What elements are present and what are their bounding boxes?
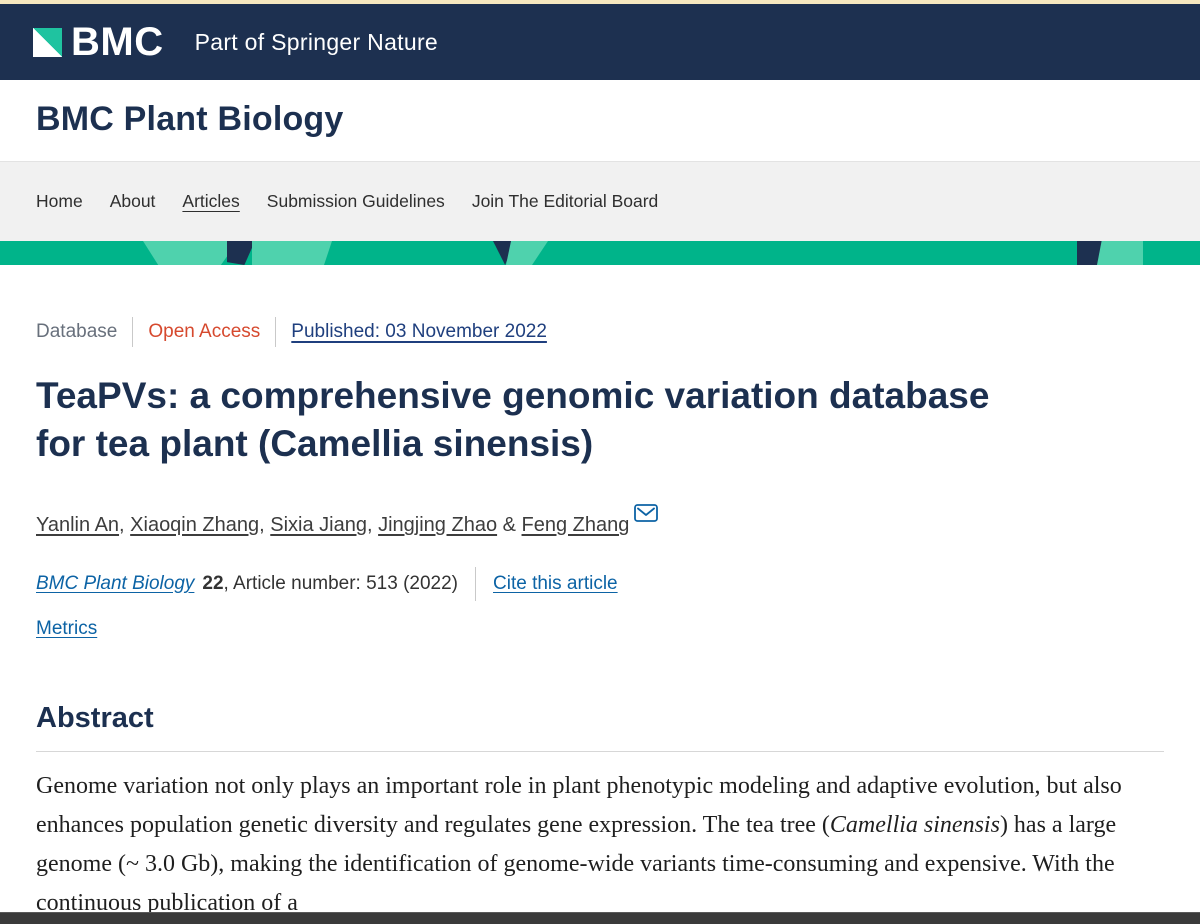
- nav-item-home[interactable]: Home: [36, 191, 83, 211]
- springer-nature-tagline: Part of Springer Nature: [194, 28, 438, 55]
- banner-triangle-decoration: [252, 241, 332, 265]
- author-list: Yanlin An, Xiaoqin Zhang, Sixia Jiang, J…: [36, 504, 1164, 537]
- article-type-label: Database: [36, 321, 118, 342]
- breadcrumb-divider: [275, 317, 277, 347]
- author-separator: ,: [259, 514, 271, 536]
- article-number-text: , Article number: 513 (2022): [223, 573, 459, 594]
- author-link[interactable]: Xiaoqin Zhang: [130, 514, 260, 536]
- author-link[interactable]: Feng Zhang: [521, 514, 630, 536]
- journal-title-band: BMC Plant Biology: [0, 80, 1200, 161]
- metrics-row: Metrics: [36, 618, 1164, 640]
- abstract-heading: Abstract: [36, 702, 154, 734]
- nav-item-submission-guidelines[interactable]: Submission Guidelines: [266, 191, 445, 211]
- bmc-logo-icon: [33, 27, 62, 57]
- abstract-text-segment: Genome variation not only plays an impor…: [36, 773, 1122, 838]
- article-page-content: Database Open Access Published: 03 Novem…: [0, 317, 1200, 923]
- published-date-link[interactable]: Published: 03 November 2022: [291, 321, 547, 342]
- author-ampersand: &: [497, 514, 522, 536]
- teal-decorative-banner: [0, 241, 1200, 265]
- abstract-species-italic: Camellia sinensis: [829, 812, 1000, 838]
- author-separator: ,: [119, 514, 131, 536]
- abstract-divider: [36, 751, 1164, 752]
- nav-item-join-editorial-board[interactable]: Join The Editorial Board: [471, 191, 659, 211]
- banner-triangle-decoration: [143, 241, 238, 265]
- nav-item-about[interactable]: About: [109, 191, 156, 211]
- cite-this-article-link[interactable]: Cite this article: [493, 573, 618, 594]
- author-link[interactable]: Sixia Jiang: [270, 514, 367, 536]
- article-meta-breadcrumb: Database Open Access Published: 03 Novem…: [36, 317, 1164, 347]
- banner-triangle-decoration: [227, 241, 255, 265]
- top-border-strip: [0, 0, 1200, 4]
- banner-triangle-decoration: [506, 241, 548, 265]
- journal-citation-link[interactable]: BMC Plant Biology: [36, 573, 195, 594]
- author-separator: ,: [366, 514, 379, 536]
- open-access-label: Open Access: [148, 321, 261, 342]
- banner-triangle-decoration: [1097, 241, 1143, 265]
- metrics-link[interactable]: Metrics: [36, 618, 98, 639]
- abstract-section: Abstract Genome variation not only plays…: [36, 702, 1164, 923]
- citation-divider: [475, 567, 477, 601]
- nav-item-articles[interactable]: Articles: [182, 191, 240, 211]
- author-link[interactable]: Jingjing Zhao: [378, 514, 498, 536]
- bmc-logo[interactable]: BMC: [33, 22, 164, 62]
- article-title: TeaPVs: a comprehensive genomic variatio…: [36, 372, 1164, 468]
- bmc-corporate-header: BMC Part of Springer Nature: [0, 4, 1200, 80]
- bmc-logo-text: BMC: [71, 20, 164, 64]
- bottom-dark-bar: [0, 912, 1200, 924]
- breadcrumb-divider: [132, 317, 134, 347]
- article-title-line2: for tea plant (Camellia sinensis): [36, 423, 594, 464]
- abstract-paragraph: Genome variation not only plays an impor…: [36, 767, 1164, 923]
- author-link[interactable]: Yanlin An: [36, 514, 120, 536]
- citation-line: BMC Plant Biology 22 , Article number: 5…: [36, 567, 1164, 601]
- volume-number: 22: [202, 573, 224, 594]
- article-title-line1: TeaPVs: a comprehensive genomic variatio…: [36, 375, 990, 416]
- journal-title-link[interactable]: BMC Plant Biology: [36, 100, 344, 138]
- email-envelope-icon[interactable]: [634, 504, 659, 528]
- abstract-text-segment: ) has a large genome (~ 3.0 Gb), making …: [36, 812, 1117, 916]
- journal-nav: Home About Articles Submission Guideline…: [0, 161, 1200, 241]
